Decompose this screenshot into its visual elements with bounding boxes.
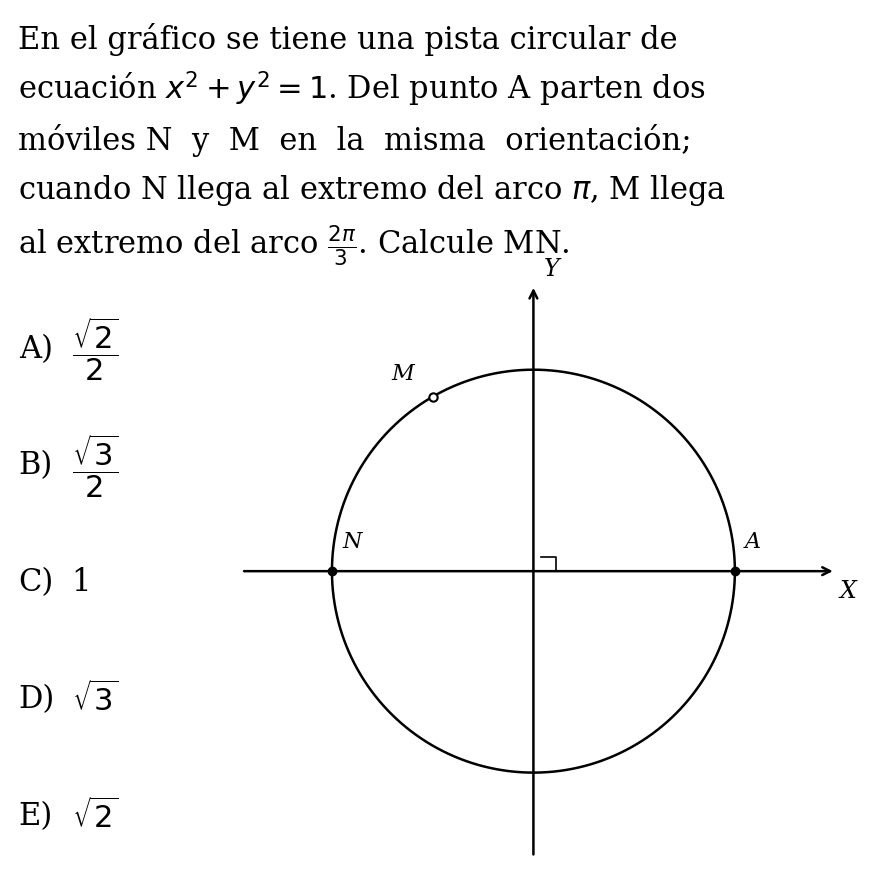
- Text: al extremo del arco $\frac{2\pi}{3}$. Calcule MN.: al extremo del arco $\frac{2\pi}{3}$. Ca…: [18, 223, 570, 269]
- Text: C): C): [19, 568, 54, 598]
- Text: En el gráfico se tiene una pista circular de: En el gráfico se tiene una pista circula…: [18, 23, 677, 56]
- Text: $\dfrac{\sqrt{3}}{2}$: $\dfrac{\sqrt{3}}{2}$: [71, 433, 117, 500]
- Text: N: N: [342, 531, 361, 553]
- Text: M: M: [392, 363, 415, 385]
- Text: A): A): [19, 334, 53, 364]
- Text: cuando N llega al extremo del arco $\pi$, M llega: cuando N llega al extremo del arco $\pi$…: [18, 174, 726, 208]
- Text: E): E): [19, 801, 53, 832]
- Text: A: A: [745, 531, 761, 553]
- Text: $\dfrac{\sqrt{2}}{2}$: $\dfrac{\sqrt{2}}{2}$: [71, 316, 117, 383]
- Text: Y: Y: [544, 258, 559, 281]
- Text: X: X: [839, 580, 856, 603]
- Text: B): B): [19, 451, 53, 481]
- Text: 1: 1: [71, 568, 91, 598]
- Text: $\sqrt{2}$: $\sqrt{2}$: [71, 799, 117, 835]
- Text: ecuación $x^2 + y^2 = 1$. Del punto A parten dos: ecuación $x^2 + y^2 = 1$. Del punto A pa…: [18, 70, 706, 109]
- Text: $\sqrt{3}$: $\sqrt{3}$: [71, 682, 117, 718]
- Text: móviles N  y  M  en  la  misma  orientación;: móviles N y M en la misma orientación;: [18, 124, 692, 157]
- Text: D): D): [19, 685, 55, 715]
